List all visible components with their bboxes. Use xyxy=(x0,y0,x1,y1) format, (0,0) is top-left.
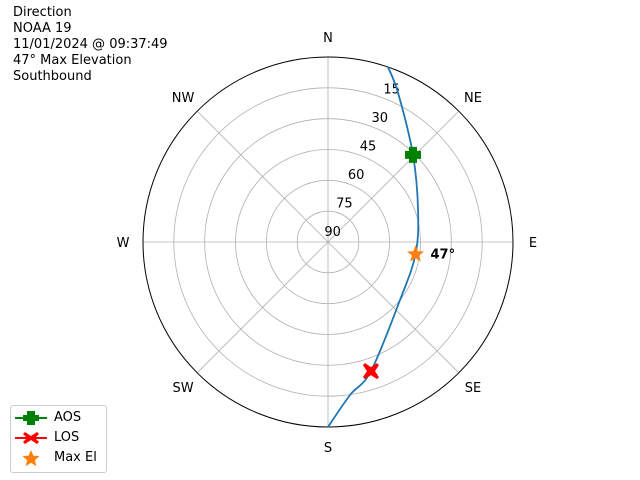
direction-label-SE: SE xyxy=(465,381,481,396)
legend-max-el-label: Max El xyxy=(54,450,97,465)
legend-los: LOS xyxy=(11,428,106,448)
max-el-label: 47° xyxy=(431,247,456,262)
legend-aos: AOS xyxy=(11,408,106,428)
title-line-satellite: NOAA 19 xyxy=(13,21,72,36)
title-line-max-elevation: 47° Max Elevation xyxy=(13,53,132,68)
radial-tick-label-45: 45 xyxy=(360,139,377,154)
direction-label-W: W xyxy=(117,236,130,251)
direction-label-E: E xyxy=(529,236,537,251)
aos-icon xyxy=(15,411,47,425)
grid-spoke-NE xyxy=(327,110,460,243)
aos-marker xyxy=(404,146,421,163)
direction-label-NW: NW xyxy=(172,91,195,106)
legend: AOS LOS Max El xyxy=(10,405,107,473)
radial-tick-label-60: 60 xyxy=(348,168,365,183)
los-icon xyxy=(15,432,47,444)
grid-spoke-SE xyxy=(327,241,460,374)
title-line-direction-bound: Southbound xyxy=(13,69,92,84)
legend-los-label: LOS xyxy=(54,430,80,445)
star-icon xyxy=(22,450,40,467)
title-line-datetime: 11/01/2024 @ 09:37:49 xyxy=(13,37,168,52)
direction-label-SW: SW xyxy=(172,381,193,396)
legend-aos-label: AOS xyxy=(54,410,82,425)
radial-tick-label-90: 90 xyxy=(324,225,341,240)
title-line-direction: Direction xyxy=(13,5,72,20)
max-el-marker xyxy=(406,245,425,262)
legend-max-el: Max El xyxy=(11,448,106,468)
pass-info: Direction NOAA 19 11/01/2024 @ 09:37:49 … xyxy=(13,5,168,85)
direction-label-S: S xyxy=(324,441,332,456)
radial-tick-label-75: 75 xyxy=(336,196,353,211)
direction-label-N: N xyxy=(323,31,333,46)
radial-tick-label-30: 30 xyxy=(372,111,389,126)
direction-label-NE: NE xyxy=(464,91,482,106)
grid-spoke-NW xyxy=(196,110,329,243)
los-marker xyxy=(362,363,379,380)
grid-spoke-SW xyxy=(196,241,329,374)
